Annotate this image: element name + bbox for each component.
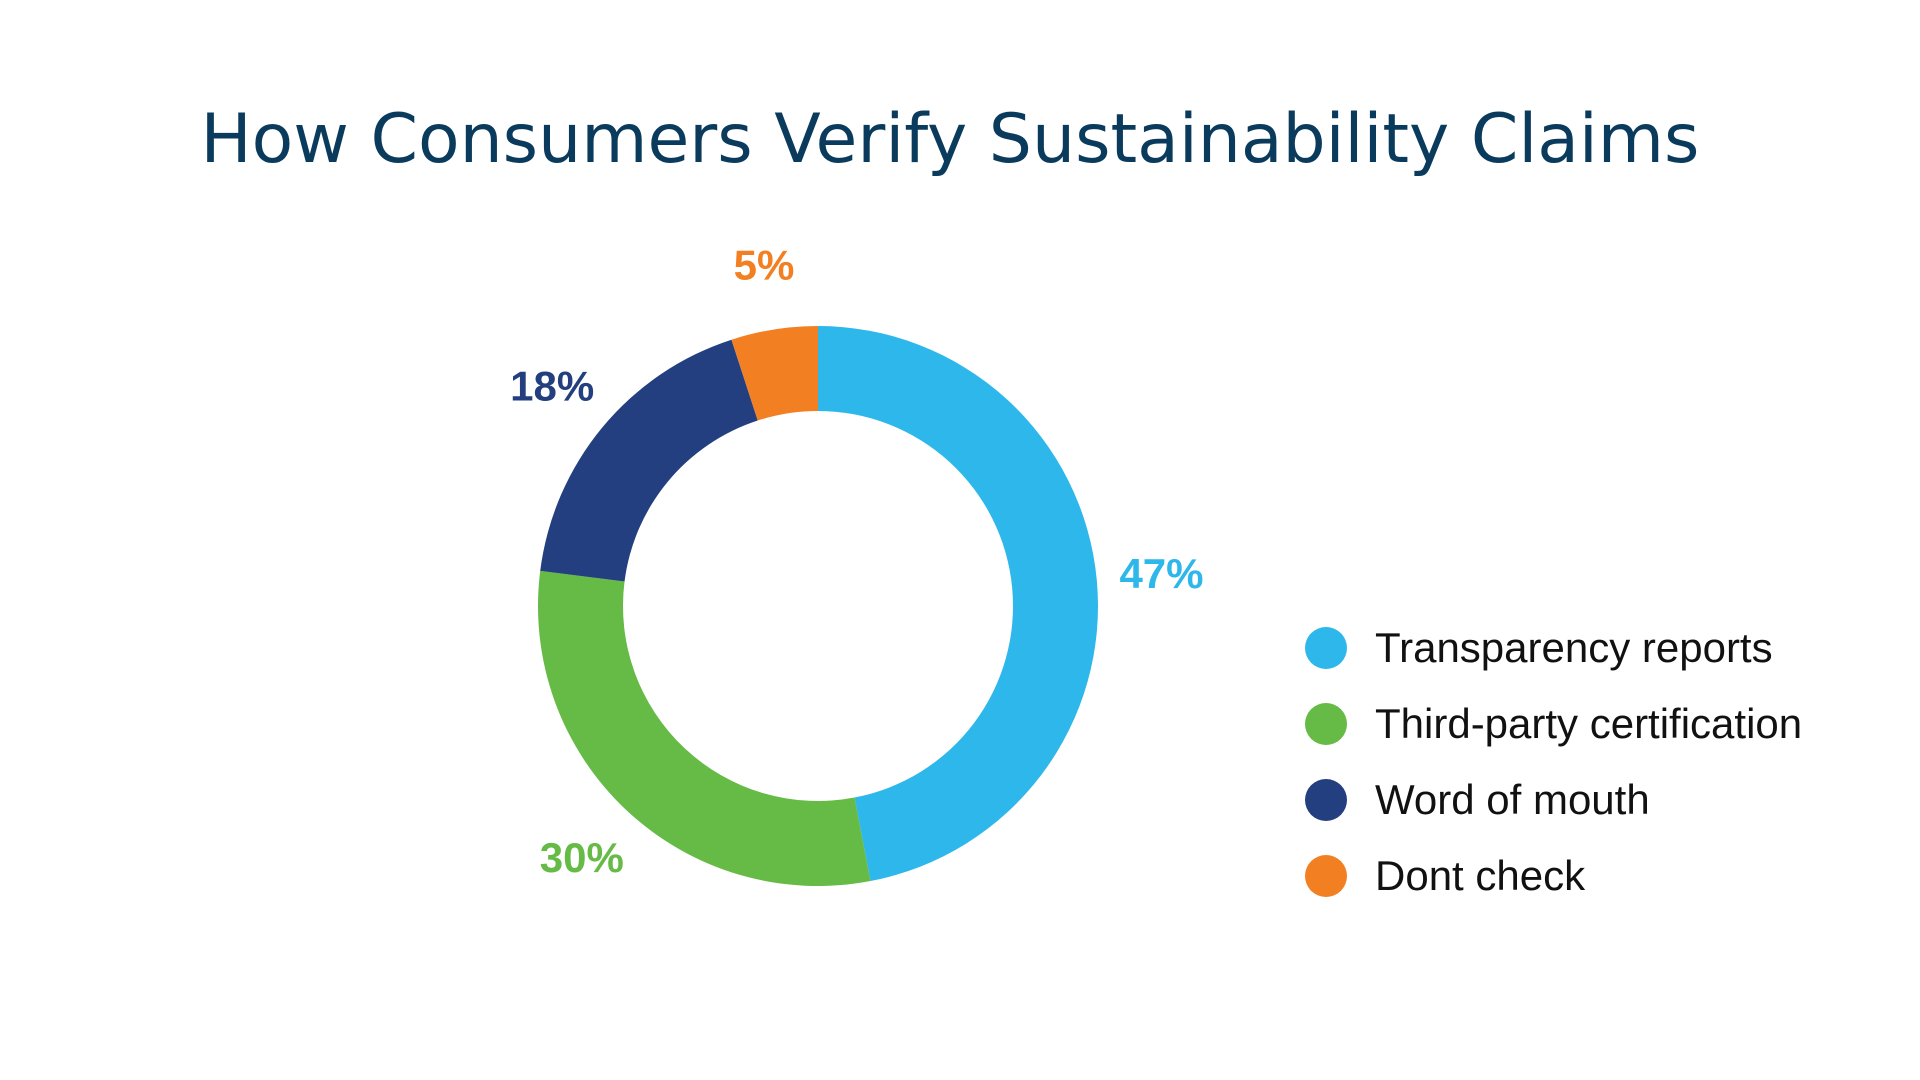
donut-slice-third-party-certification xyxy=(538,570,871,886)
legend-swatch xyxy=(1305,855,1347,897)
legend-item-third-party-certification: Third-party certification xyxy=(1305,686,1802,762)
legend-item-dont-check: Dont check xyxy=(1305,838,1802,914)
legend-label: Dont check xyxy=(1375,852,1586,899)
legend-swatch xyxy=(1305,779,1347,821)
legend-swatch xyxy=(1305,627,1347,669)
donut-slices xyxy=(538,326,1098,886)
slice-value-label: 47% xyxy=(1119,550,1203,597)
legend-item-word-of-mouth: Word of mouth xyxy=(1305,762,1802,838)
legend-item-transparency-reports: Transparency reports xyxy=(1305,610,1802,686)
slice-value-label: 30% xyxy=(540,834,624,881)
chart-title: How Consumers Verify Sustainability Clai… xyxy=(200,100,1700,179)
legend-swatch xyxy=(1305,703,1347,745)
slice-labels: 47% 30% 18% 5% xyxy=(510,242,1203,881)
legend-label: Third-party certification xyxy=(1375,700,1803,747)
legend-label: Word of mouth xyxy=(1375,776,1650,823)
donut-slice-word-of-mouth xyxy=(540,339,758,582)
slice-value-label: 5% xyxy=(734,242,795,289)
donut-slice-transparency-reports xyxy=(818,326,1098,882)
legend: Transparency reports Third-party certifi… xyxy=(1305,610,1802,914)
donut-slice-dont-check xyxy=(731,326,818,421)
legend-label: Transparency reports xyxy=(1375,624,1773,671)
slice-value-label: 18% xyxy=(510,363,594,410)
